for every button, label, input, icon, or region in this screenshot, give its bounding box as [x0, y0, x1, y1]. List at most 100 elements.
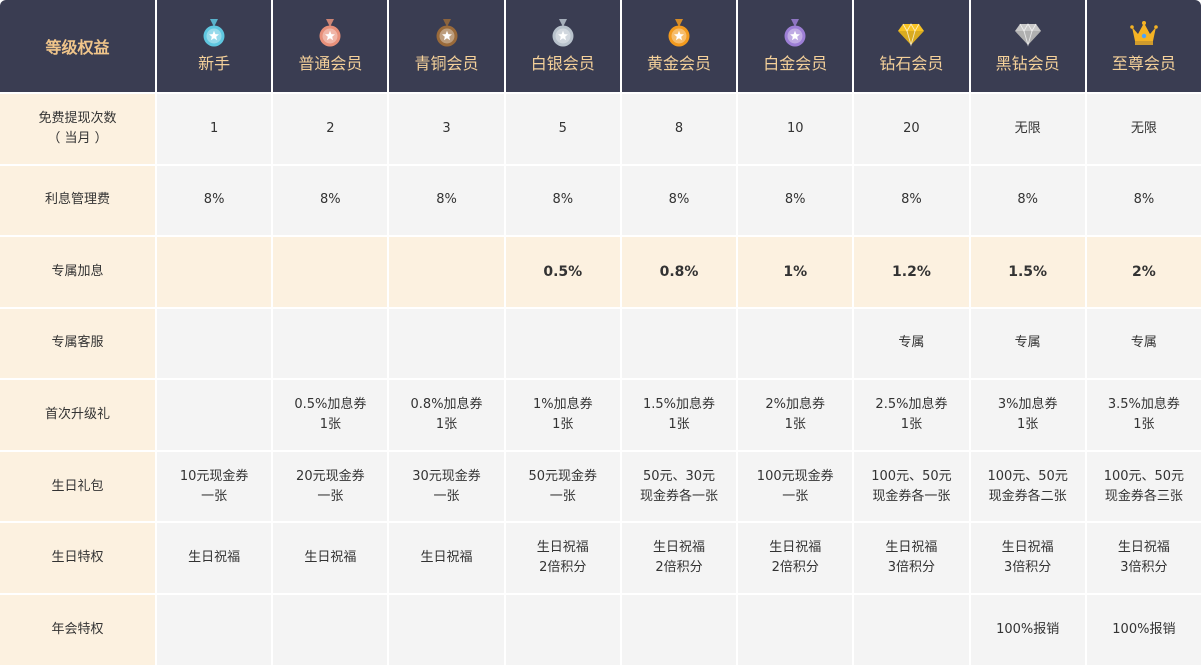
- row-label: 专属客服: [0, 308, 155, 379]
- benefit-cell: 1%加息券 1张: [505, 380, 620, 450]
- benefit-cell: 专属: [854, 308, 969, 379]
- bronze-medal-icon: [436, 19, 458, 47]
- benefit-cell: 生日祝福 3倍积分: [970, 523, 1085, 593]
- benefit-cell: [854, 594, 969, 665]
- benefit-cell: [621, 594, 737, 665]
- benefit-cell: [389, 308, 504, 379]
- row-label: 生日特权: [0, 523, 155, 593]
- benefit-cell: 10: [738, 94, 853, 164]
- benefit-cell: 生日祝福 2倍积分: [621, 523, 737, 593]
- crown-icon: [1130, 21, 1158, 45]
- benefit-cell: [273, 308, 388, 379]
- benefit-cell: [157, 594, 272, 665]
- benefit-cell: 100元、50元 现金券各一张: [854, 451, 969, 522]
- platinum-medal-icon: [784, 19, 806, 47]
- level-header: 新手: [157, 0, 272, 92]
- level-header: 白金会员: [738, 0, 853, 92]
- level-header: 至尊会员: [1086, 0, 1201, 92]
- level-name: 白金会员: [763, 54, 828, 73]
- silver-medal-icon: [552, 19, 574, 47]
- level-name: 至尊会员: [1111, 54, 1176, 73]
- benefit-cell: 无限: [1086, 94, 1201, 164]
- benefit-cell: 100元、50元 现金券各二张: [970, 451, 1085, 522]
- level-name: 青铜会员: [414, 54, 479, 73]
- benefit-cell: 3%加息券 1张: [970, 380, 1085, 450]
- row-label: 首次升级礼: [0, 380, 155, 450]
- level-name: 黑钻会员: [995, 54, 1060, 73]
- benefit-cell: [621, 308, 737, 379]
- benefit-cell: 50元现金券 一张: [505, 451, 620, 522]
- level-name: 普通会员: [298, 54, 363, 73]
- benefit-cell: [273, 594, 388, 665]
- level-name: 白银会员: [530, 54, 595, 73]
- benefit-cell: 2: [273, 94, 388, 164]
- benefit-cell: 10元现金券 一张: [157, 451, 272, 522]
- benefit-cell: 1.5%: [970, 237, 1085, 307]
- benefit-cell: 生日祝福: [273, 523, 388, 593]
- level-name: 钻石会员: [879, 54, 944, 73]
- header-corner-label: 等级权益: [0, 0, 155, 92]
- level-header: 青铜会员: [389, 0, 504, 92]
- level-name: 新手: [198, 54, 231, 73]
- benefit-cell: 0.8%: [621, 237, 737, 307]
- benefit-cell: 生日祝福 3倍积分: [854, 523, 969, 593]
- benefit-cell: [273, 237, 388, 307]
- benefit-cell: 20: [854, 94, 969, 164]
- benefit-cell: 30元现金券 一张: [389, 451, 504, 522]
- level-header: 黄金会员: [621, 0, 737, 92]
- benefit-cell: [389, 594, 504, 665]
- row-label: 专属加息: [0, 237, 155, 307]
- black-diamond-icon: [1014, 23, 1041, 47]
- benefit-cell: 5: [505, 94, 620, 164]
- benefit-cell: 2%: [1086, 237, 1201, 307]
- benefit-cell: 8%: [621, 165, 737, 236]
- benefit-cell: 8%: [738, 165, 853, 236]
- benefit-cell: 3.5%加息券 1张: [1086, 380, 1201, 450]
- pink-medal-icon: [319, 19, 341, 47]
- benefit-cell: 8%: [1086, 165, 1201, 236]
- benefit-cell: 1.2%: [854, 237, 969, 307]
- benefit-cell: [505, 308, 620, 379]
- benefit-cell: 100元、50元 现金券各三张: [1086, 451, 1201, 522]
- benefit-cell: 0.5%加息券 1张: [273, 380, 388, 450]
- benefit-cell: 1.5%加息券 1张: [621, 380, 737, 450]
- benefit-cell: [157, 237, 272, 307]
- gold-diamond-icon: [898, 23, 925, 47]
- benefit-cell: 生日祝福 2倍积分: [738, 523, 853, 593]
- benefit-cell: [738, 594, 853, 665]
- benefit-cell: 20元现金券 一张: [273, 451, 388, 522]
- benefit-cell: 生日祝福 3倍积分: [1086, 523, 1201, 593]
- benefit-cell: 生日祝福 2倍积分: [505, 523, 620, 593]
- level-name: 黄金会员: [646, 54, 711, 73]
- benefit-cell: 8%: [157, 165, 272, 236]
- row-label: 利息管理费: [0, 165, 155, 236]
- benefit-cell: 0.8%加息券 1张: [389, 380, 504, 450]
- benefit-cell: 1: [157, 94, 272, 164]
- benefit-cell: 2%加息券 1张: [738, 380, 853, 450]
- benefit-cell: 专属: [1086, 308, 1201, 379]
- benefit-cell: 50元、30元 现金券各一张: [621, 451, 737, 522]
- benefit-cell: 无限: [970, 94, 1085, 164]
- benefit-cell: [389, 237, 504, 307]
- level-header: 钻石会员: [854, 0, 969, 92]
- level-header: 白银会员: [505, 0, 620, 92]
- level-header: 黑钻会员: [970, 0, 1085, 92]
- benefit-cell: 8%: [273, 165, 388, 236]
- row-label: 免费提现次数 （ 当月 ）: [0, 94, 155, 164]
- benefit-cell: 2.5%加息券 1张: [854, 380, 969, 450]
- benefit-cell: 8: [621, 94, 737, 164]
- benefit-cell: 0.5%: [505, 237, 620, 307]
- benefit-cell: 8%: [854, 165, 969, 236]
- gold-medal-icon: [668, 19, 690, 47]
- benefit-cell: 1%: [738, 237, 853, 307]
- benefit-cell: 专属: [970, 308, 1085, 379]
- benefit-cell: [505, 594, 620, 665]
- benefit-cell: 生日祝福: [157, 523, 272, 593]
- benefit-cell: 8%: [389, 165, 504, 236]
- benefit-cell: 生日祝福: [389, 523, 504, 593]
- benefit-cell: 100元现金券 一张: [738, 451, 853, 522]
- benefit-cell: [157, 308, 272, 379]
- benefit-cell: 8%: [970, 165, 1085, 236]
- benefit-cell: [738, 308, 853, 379]
- benefit-cell: 100%报销: [970, 594, 1085, 665]
